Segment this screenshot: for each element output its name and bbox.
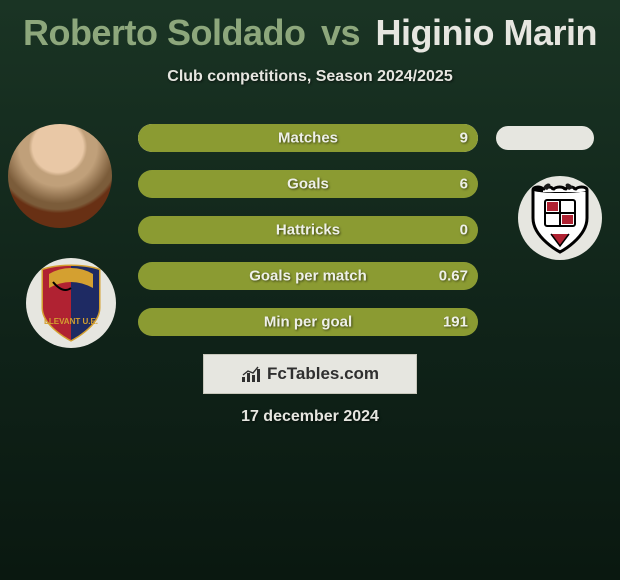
- brand-box: FcTables.com: [203, 354, 417, 394]
- stat-value-right: 6: [460, 176, 468, 193]
- stat-label: Min per goal: [264, 314, 352, 331]
- stat-label: Goals per match: [249, 268, 367, 285]
- stat-value-right: 0.67: [439, 268, 468, 285]
- stat-value-right: 0: [460, 222, 468, 239]
- title-vs: vs: [321, 12, 360, 53]
- club-crest-right: [518, 176, 602, 260]
- stat-row-matches: Matches 9: [138, 124, 478, 152]
- stat-value-right: 9: [460, 130, 468, 147]
- albacete-crest-icon: [527, 182, 593, 254]
- player1-photo: [8, 124, 112, 228]
- title-player2: Higinio Marin: [376, 12, 598, 53]
- title-player1: Roberto Soldado: [23, 12, 306, 53]
- stat-row-hattricks: Hattricks 0: [138, 216, 478, 244]
- club-crest-left: LLEVANT U.E.: [26, 258, 116, 348]
- stat-label: Matches: [278, 130, 338, 147]
- svg-text:LLEVANT U.E.: LLEVANT U.E.: [44, 317, 98, 326]
- stat-row-goals-per-match: Goals per match 0.67: [138, 262, 478, 290]
- stat-row-min-per-goal: Min per goal 191: [138, 308, 478, 336]
- page-title: Roberto Soldado vs Higinio Marin: [0, 0, 620, 54]
- brand-text: FcTables.com: [267, 364, 379, 384]
- stat-value-right: 191: [443, 314, 468, 331]
- bar-chart-icon: [241, 365, 263, 383]
- stat-label: Goals: [287, 176, 329, 193]
- levante-crest-icon: LLEVANT U.E.: [35, 264, 107, 342]
- subtitle: Club competitions, Season 2024/2025: [0, 68, 620, 86]
- stat-row-goals: Goals 6: [138, 170, 478, 198]
- footer-date: 17 december 2024: [241, 408, 379, 426]
- player2-photo: [496, 126, 594, 150]
- stat-rows: Matches 9 Goals 6 Hattricks 0 Goals per …: [138, 124, 478, 354]
- stat-label: Hattricks: [276, 222, 340, 239]
